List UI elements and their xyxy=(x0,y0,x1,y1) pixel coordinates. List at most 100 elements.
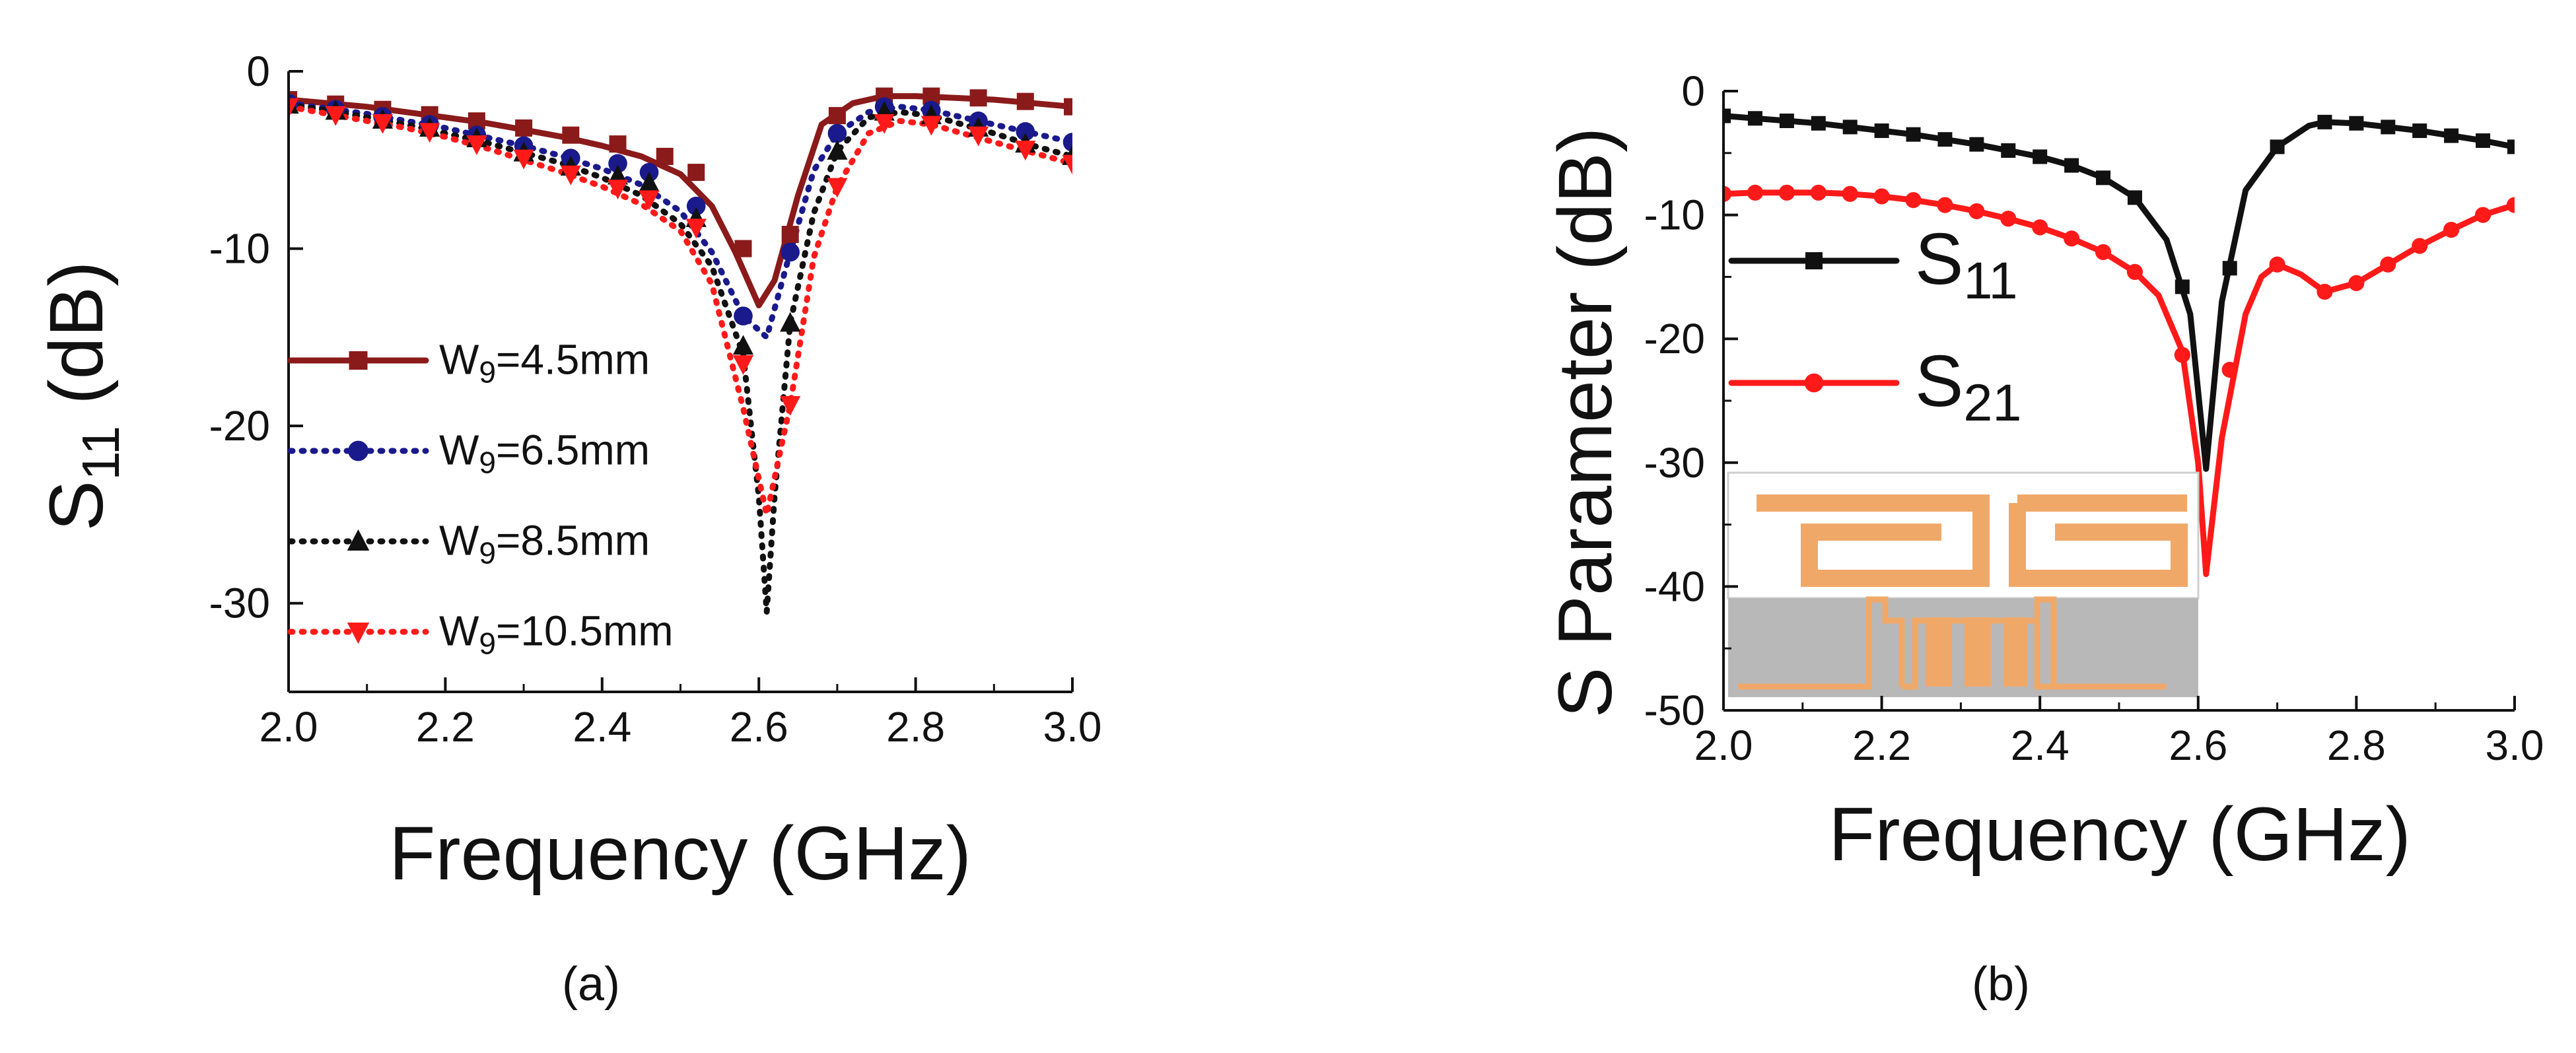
data-point xyxy=(1723,108,1731,123)
legend-label: S21 xyxy=(1915,341,2021,432)
series-line-1 xyxy=(1723,113,2515,472)
x-tick-label: 2.0 xyxy=(260,703,318,751)
y-axis-label: S11 (dB) xyxy=(34,261,130,531)
data-point xyxy=(781,242,800,262)
legend-marker xyxy=(348,440,368,461)
data-point xyxy=(1937,132,1953,147)
legend-label: W9=4.5mm xyxy=(439,335,650,389)
data-point xyxy=(2444,128,2459,143)
series-line-1 xyxy=(289,93,1072,308)
data-point xyxy=(732,355,754,376)
legend: W9=4.5mm W9=6.5mm W9=8.5mm W9=10.5mm xyxy=(287,335,674,660)
x-tick-label: 2.4 xyxy=(573,703,631,751)
data-point xyxy=(685,219,707,239)
data-point xyxy=(2000,211,2017,227)
data-point xyxy=(1874,123,1889,139)
data-point xyxy=(513,149,534,170)
y-tick-label: 0 xyxy=(246,48,270,95)
x-tick-label: 2.2 xyxy=(1852,722,1911,769)
data-point xyxy=(686,196,706,216)
data-point xyxy=(2476,133,2491,149)
x-tick-label: 2.6 xyxy=(2169,722,2227,769)
y-axis-label: S Parameter (dB) xyxy=(1543,127,1628,718)
data-point xyxy=(2222,261,2237,276)
data-point xyxy=(1062,133,1072,152)
data-point xyxy=(1873,188,1890,205)
data-point xyxy=(2506,197,2515,213)
data-point xyxy=(607,180,629,200)
data-point xyxy=(827,123,847,143)
data-point xyxy=(2316,283,2333,300)
data-point xyxy=(827,178,848,198)
data-point xyxy=(2348,275,2365,291)
data-point xyxy=(780,312,801,332)
data-point xyxy=(609,135,627,153)
y-label-sub: 11 xyxy=(71,426,130,481)
data-point xyxy=(1015,141,1036,161)
data-point xyxy=(734,306,753,325)
data-point xyxy=(921,116,942,136)
legend-label: W9=8.5mm xyxy=(439,516,650,570)
data-point xyxy=(2033,149,2048,164)
data-point xyxy=(687,164,705,182)
y-label-main: S xyxy=(34,481,119,531)
series-line-2 xyxy=(289,100,1072,341)
data-point xyxy=(2032,219,2048,236)
y-tick-label: 0 xyxy=(1681,67,1705,115)
legend-label: S11 xyxy=(1915,219,2018,310)
x-tick-label: 2.2 xyxy=(416,703,475,751)
data-point xyxy=(967,126,989,147)
data-point xyxy=(827,139,848,160)
data-point xyxy=(2096,170,2111,186)
data-point xyxy=(1747,111,1762,126)
data-point xyxy=(560,165,581,186)
data-point xyxy=(2507,139,2515,154)
data-point xyxy=(608,154,627,173)
panel-label: (a) xyxy=(562,958,620,1011)
data-point xyxy=(780,395,801,416)
x-tick-label: 2.4 xyxy=(2011,722,2070,769)
data-point xyxy=(1969,137,1984,152)
x-tick-label: 3.0 xyxy=(2486,722,2544,769)
data-point xyxy=(2412,238,2428,254)
data-point xyxy=(2127,190,2142,205)
data-point xyxy=(1064,98,1072,116)
data-point xyxy=(1778,184,1795,201)
data-point xyxy=(656,147,674,165)
x-tick-label: 2.6 xyxy=(730,703,788,751)
data-point xyxy=(2381,119,2396,135)
data-point xyxy=(2001,143,2016,158)
data-point xyxy=(639,190,660,211)
data-point xyxy=(2095,244,2112,260)
data-point xyxy=(1779,114,1794,129)
x-axis-label: Frequency (GHz) xyxy=(1828,792,2411,877)
y-tick-label: -10 xyxy=(209,225,271,273)
x-tick-label: 3.0 xyxy=(1043,703,1102,751)
data-point xyxy=(2270,139,2285,154)
data-point xyxy=(2380,256,2396,273)
y-label-unit: (dB) xyxy=(34,261,119,426)
data-point xyxy=(1937,197,1953,213)
x-tick-label: 2.0 xyxy=(1694,722,1753,769)
chart-a: 2.0 2.2 2.4 2.6 2.8 3.0 0 -10 -20 -30 Frequency … xyxy=(34,48,1101,1011)
y-tick-label: -40 xyxy=(1644,562,1706,610)
data-point xyxy=(2349,116,2364,131)
y-tick-label: -30 xyxy=(1644,439,1706,487)
y-tick-label: -50 xyxy=(1644,687,1706,734)
data-point xyxy=(1842,119,1858,135)
data-point xyxy=(2317,114,2332,129)
data-point xyxy=(2443,222,2460,238)
legend-label: W9=10.5mm xyxy=(439,607,674,660)
data-point xyxy=(325,106,346,126)
data-point xyxy=(2175,279,2190,294)
data-point xyxy=(1968,203,1985,220)
data-point xyxy=(466,135,487,156)
data-point xyxy=(1747,184,1764,201)
data-point xyxy=(562,126,580,144)
data-point xyxy=(1810,184,1827,201)
data-point xyxy=(828,107,846,125)
data-point xyxy=(1811,116,1826,131)
x-tick-label: 2.8 xyxy=(886,703,945,751)
